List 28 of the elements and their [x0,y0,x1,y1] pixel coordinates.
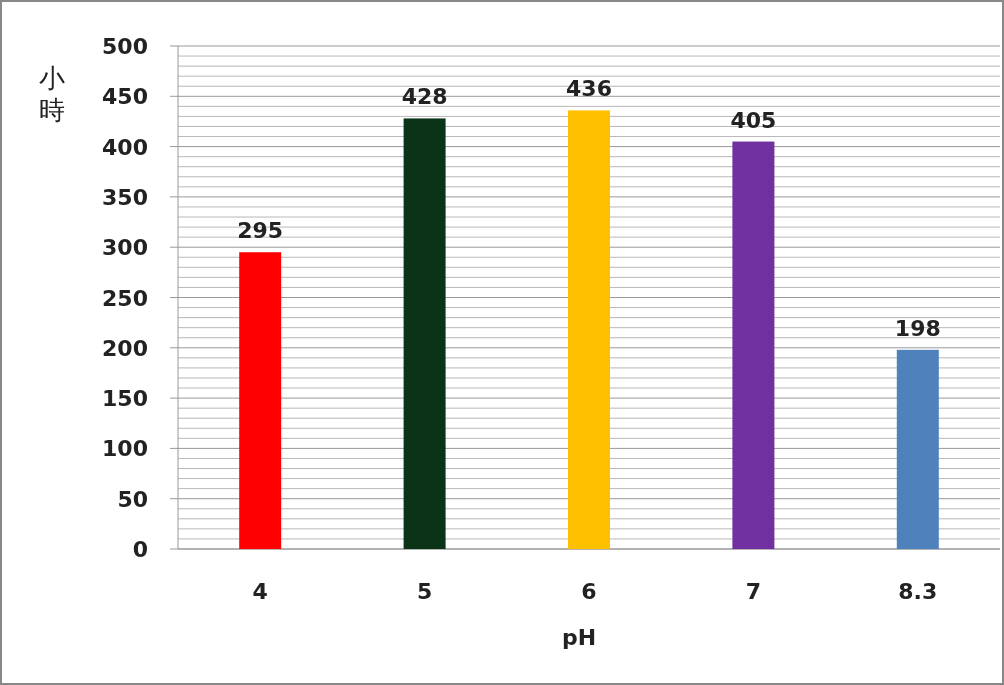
data-label: 428 [401,84,448,110]
data-label: 198 [894,315,941,341]
x-tick-label: 6 [581,579,597,604]
y-tick-label: 300 [102,235,148,261]
bar [732,141,775,549]
y-tick-label: 500 [102,34,148,59]
data-label: 405 [730,107,777,133]
y-tick-label: 450 [102,84,148,110]
y-tick-label: 50 [117,486,148,512]
bar [403,118,446,549]
y-axis-title: 小時 [39,63,65,125]
y-tick-label: 350 [102,184,148,210]
x-tick-label: 7 [745,579,762,604]
x-tick-label: 5 [416,579,433,604]
x-axis-title: pH [561,625,597,650]
data-label: 295 [237,218,284,244]
y-tick-label: 400 [102,134,148,160]
bar [568,110,610,549]
y-tick-label: 0 [132,537,148,562]
x-tick-label: 4 [252,579,268,604]
y-tick-label: 100 [102,436,148,462]
y-tick-label: 250 [102,285,148,311]
y-tick-label: 150 [102,386,148,412]
bar [239,252,282,549]
data-label: 436 [566,76,612,102]
x-tick-label: 8.3 [898,579,938,604]
bar [896,349,939,549]
y-tick-label: 200 [102,335,148,361]
